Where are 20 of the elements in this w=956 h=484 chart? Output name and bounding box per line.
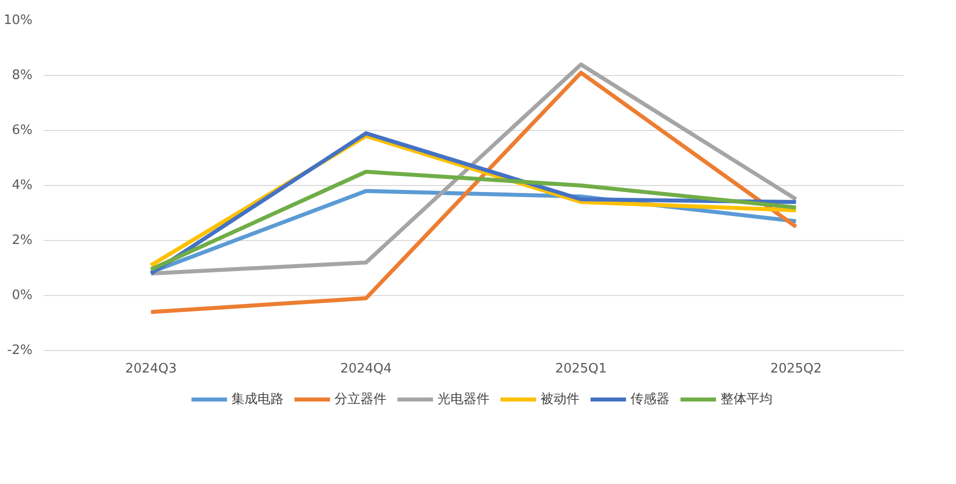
x-tick-label: 2025Q2 xyxy=(770,362,822,376)
x-tick-label: 2025Q1 xyxy=(555,362,607,376)
legend-label: 整体平均 xyxy=(720,391,772,408)
y-tick-label: 0% xyxy=(12,288,32,303)
line-series xyxy=(149,70,798,314)
x-tick-label: 2024Q4 xyxy=(340,362,392,376)
line-series xyxy=(149,170,798,272)
legend-label: 集成电路 xyxy=(232,391,284,408)
legend-label: 分立器件 xyxy=(334,391,386,408)
y-tick-label: 8% xyxy=(12,68,32,83)
y-tick-label: -2% xyxy=(7,343,33,358)
legend-label: 光电器件 xyxy=(438,391,490,408)
x-tick-label: 2024Q3 xyxy=(125,362,177,376)
y-tick-label: 2% xyxy=(12,233,32,248)
line-series xyxy=(149,62,798,276)
y-tick-label: 10% xyxy=(4,13,33,28)
legend-label: 传感器 xyxy=(630,391,670,408)
legend-label: 被动件 xyxy=(540,391,580,408)
y-tick-label: 6% xyxy=(12,123,32,138)
y-tick-label: 4% xyxy=(12,178,32,193)
